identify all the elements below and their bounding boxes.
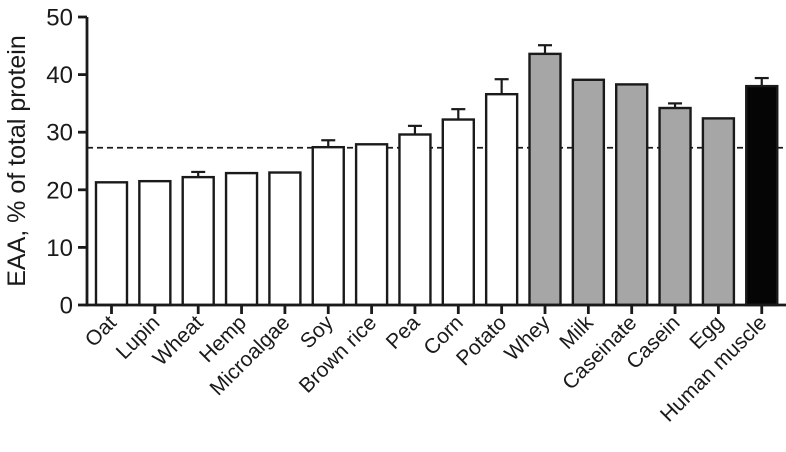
x-tick-label: Whey [500,311,555,366]
y-tick-label: 20 [46,177,73,204]
y-axis-label: EAA, % of total protein [3,35,31,287]
y-tick-label: 30 [46,120,73,147]
x-tick-label: Wheat [149,311,208,370]
bar [268,171,302,307]
x-tick-label: Potato [452,311,511,370]
bar [224,171,259,307]
bar [398,133,432,307]
bar [658,106,692,307]
bar [94,181,129,307]
bar [311,145,345,307]
y-tick-label: 0 [60,293,73,320]
bar [528,52,562,307]
bar [138,179,172,307]
bar [571,78,606,307]
y-tick-label: 50 [46,5,73,32]
x-tick-label: Pea [382,311,425,354]
bar [181,175,215,307]
bar [615,83,649,307]
bar [745,84,779,307]
bar [701,117,736,307]
bar [441,118,475,307]
bar [354,143,389,307]
y-tick-label: 40 [46,62,73,89]
bar [484,92,519,307]
y-tick-label: 10 [46,235,73,262]
